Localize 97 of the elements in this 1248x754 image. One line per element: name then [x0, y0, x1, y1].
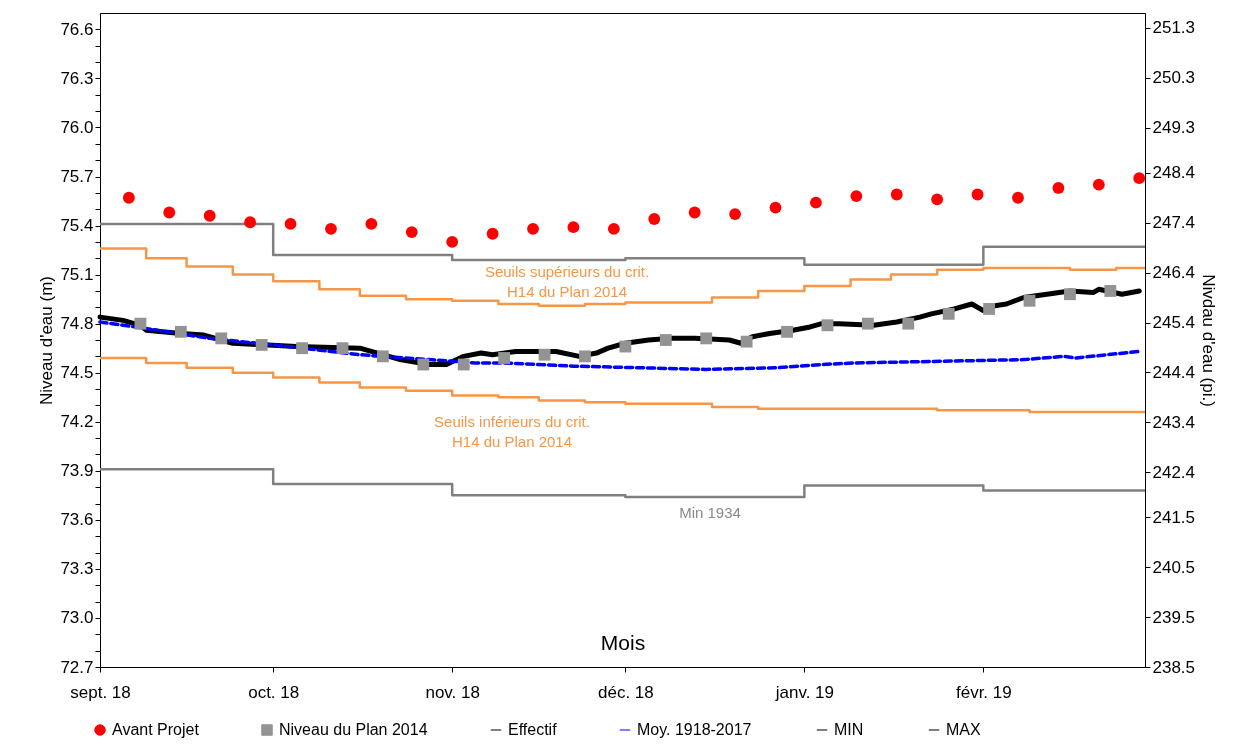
annotation: Min 1934	[679, 504, 741, 521]
point	[336, 342, 349, 355]
legend-label: MAX	[946, 721, 981, 738]
point	[376, 350, 389, 363]
y2-tick-label: 251.3	[1152, 18, 1196, 38]
y2-tick-label: 239.5	[1152, 607, 1196, 627]
legend-label: MIN	[834, 721, 864, 738]
point	[729, 208, 741, 221]
point	[850, 190, 863, 203]
y-tick-label: 75.7	[60, 167, 94, 186]
y-tick-label: 72.7	[60, 657, 94, 677]
point	[659, 334, 672, 346]
y2-tick-label: 238.5	[1152, 657, 1196, 677]
point	[1092, 178, 1105, 191]
point	[538, 348, 551, 361]
point	[486, 227, 499, 240]
point	[446, 236, 459, 248]
point	[688, 206, 701, 219]
y2-tick-label: 243.4	[1152, 412, 1196, 432]
point	[284, 218, 297, 230]
y-tick-label: 73.6	[60, 510, 94, 530]
y2-tick-label: 245.4	[1152, 313, 1196, 333]
point	[122, 191, 135, 204]
y2-tick-label: 241.5	[1152, 507, 1196, 527]
y-tick-label: 76.0	[60, 117, 94, 137]
y2-tick-label: 248.4	[1152, 163, 1196, 183]
point	[498, 352, 511, 364]
y-tick-label: 74.2	[60, 412, 94, 432]
y-axis-title: Niveau d'eau (m)	[37, 276, 57, 405]
point	[325, 222, 337, 235]
point	[1012, 191, 1024, 204]
y-tick-label: 75.4	[60, 216, 94, 236]
point	[134, 317, 147, 330]
point	[1104, 285, 1117, 297]
point	[417, 358, 430, 371]
point	[296, 342, 308, 355]
point	[648, 213, 661, 225]
point	[931, 193, 944, 206]
point	[579, 350, 591, 363]
point	[740, 335, 753, 348]
point	[567, 221, 580, 234]
point	[821, 319, 834, 332]
point	[971, 188, 984, 201]
point	[1023, 294, 1036, 307]
point	[890, 188, 903, 201]
point	[244, 216, 257, 229]
point	[781, 325, 793, 338]
y2-tick-label: 247.4	[1152, 213, 1196, 233]
point	[405, 226, 418, 238]
point	[619, 340, 632, 353]
y-tick-label: 76.3	[60, 68, 94, 88]
point	[861, 317, 874, 330]
annotation: Seuils supérieurs du crit. H14 du Plan 2014	[484, 263, 650, 300]
y2-tick-label: 242.4	[1152, 462, 1196, 482]
point	[607, 222, 620, 235]
y2-tick-label: 250.3	[1152, 68, 1196, 88]
point	[700, 332, 713, 345]
y-tick-label: 75.1	[60, 265, 94, 285]
y2-axis-title: Nivdau d'eau (pi.)	[1199, 274, 1219, 407]
point	[1064, 288, 1076, 301]
point	[769, 201, 782, 214]
legend-label: Moy. 1918-2017	[637, 721, 752, 738]
point	[902, 317, 915, 330]
x-tick-label: nov. 18	[425, 682, 480, 702]
x-axis-title: Mois	[600, 630, 646, 654]
legend-label: Niveau du Plan 2014	[279, 721, 428, 738]
y2-tick-label: 249.3	[1152, 118, 1196, 138]
y-tick-label: 74.8	[60, 314, 94, 334]
point	[1133, 172, 1146, 185]
point	[174, 325, 187, 338]
x-tick-label: oct. 18	[248, 682, 300, 702]
point	[255, 338, 268, 351]
point	[942, 307, 955, 320]
point	[365, 218, 378, 230]
x-tick-label: sept. 18	[70, 682, 131, 702]
y-tick-label: 73.0	[60, 608, 94, 628]
y2-tick-label: 240.5	[1152, 557, 1196, 577]
legend-label: Avant Projet	[112, 721, 200, 738]
point	[983, 303, 996, 315]
y-tick-label: 76.6	[60, 19, 94, 39]
y-tick-label: 74.5	[60, 363, 94, 383]
legend-label: Effectif	[508, 721, 558, 738]
point	[215, 332, 228, 345]
x-tick-label: févr. 19	[955, 682, 1012, 702]
y2-tick-label: 246.4	[1152, 263, 1196, 283]
point	[810, 196, 822, 209]
point	[203, 209, 216, 222]
annotation: Seuils inférieurs du crit. H14 du Plan 2014	[434, 413, 590, 450]
point	[1052, 182, 1065, 194]
x-tick-label: janv. 19	[774, 682, 835, 702]
point	[457, 358, 470, 371]
y-tick-label: 73.9	[60, 461, 94, 481]
x-tick-label: déc. 18	[598, 682, 654, 702]
y2-tick-label: 244.4	[1152, 362, 1196, 382]
point	[163, 206, 176, 219]
point	[527, 222, 539, 235]
y-tick-label: 73.3	[60, 559, 94, 579]
